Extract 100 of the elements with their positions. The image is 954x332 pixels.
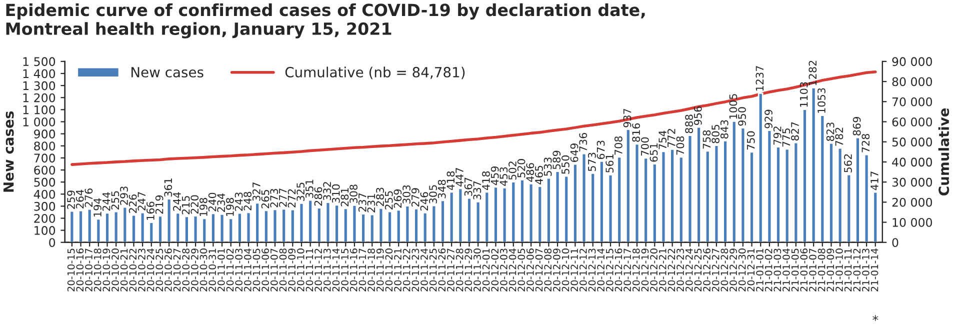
bar	[352, 204, 358, 242]
bar	[290, 208, 296, 242]
bar	[272, 208, 278, 242]
data-label: 827	[791, 122, 799, 141]
bar	[131, 214, 136, 242]
bar	[246, 212, 252, 242]
data-label: 1237	[756, 66, 764, 91]
data-label: 246	[420, 192, 428, 211]
data-label: 651	[650, 144, 658, 162]
data-label: 1005	[729, 94, 738, 119]
data-label: 194	[94, 198, 102, 216]
x-tick-label: 21-01-06	[800, 248, 808, 292]
data-label: 805	[712, 124, 720, 144]
x-tick-label: 21-01-07	[809, 248, 816, 292]
y-tick-label: 100	[34, 226, 56, 235]
bar	[158, 215, 163, 242]
bar	[140, 212, 146, 242]
x-tick-label: 20-12-29	[730, 248, 737, 292]
data-label: 272	[288, 189, 296, 208]
x-tick-label: 20-12-02	[491, 248, 499, 292]
data-label: 348	[438, 180, 446, 198]
bar	[590, 172, 596, 242]
x-tick-label: 20-12-17	[624, 248, 631, 292]
data-label: 750	[746, 131, 755, 150]
data-label: 736	[579, 132, 588, 152]
data-label: 533	[544, 158, 552, 176]
data-label: 465	[535, 166, 543, 184]
bar	[431, 204, 437, 242]
bar	[219, 213, 225, 242]
x-tick-label: 20-11-08	[279, 248, 287, 292]
x-tick-label: 20-11-20	[385, 248, 393, 292]
data-label: 332	[323, 182, 332, 200]
y2-tick-label: 10 000	[892, 218, 932, 227]
bar	[466, 197, 472, 242]
data-label: 792	[773, 126, 782, 145]
bar	[202, 218, 208, 242]
bar	[599, 160, 604, 242]
bar	[678, 156, 684, 242]
bar	[298, 202, 304, 242]
x-tick-label: 20-12-07	[535, 248, 543, 292]
x-tick-label: 21-01-03	[774, 248, 782, 292]
x-tick-label: 21-01-01	[756, 248, 764, 292]
bar	[616, 156, 622, 242]
data-label: 220	[190, 195, 199, 214]
bar	[846, 174, 852, 242]
bar	[766, 130, 772, 242]
y-tick-label: 300	[34, 202, 56, 211]
y-tick-label: 1 100	[23, 105, 56, 114]
data-label: 325	[296, 182, 305, 201]
bar	[113, 210, 119, 242]
data-label: 816	[632, 123, 640, 142]
y2-tick-label: 50 000	[892, 138, 932, 146]
x-tick-label: 20-11-23	[412, 248, 420, 292]
data-label: 775	[782, 128, 790, 147]
x-tick-label: 20-12-23	[676, 248, 684, 292]
data-label: 166	[146, 202, 154, 220]
x-tick-label: 21-01-09	[826, 248, 834, 292]
bar	[422, 212, 428, 242]
x-tick-label: 20-12-15	[606, 248, 614, 292]
x-tick-label: 20-10-18	[94, 248, 102, 292]
bar	[520, 178, 525, 242]
data-label: 337	[473, 181, 482, 200]
bar	[776, 146, 781, 242]
x-tick-label: 20-10-28	[182, 248, 190, 292]
data-label: 286	[314, 187, 322, 206]
y2-axis-title: Cumulative	[938, 108, 950, 196]
y-tick-label: 0	[49, 238, 56, 248]
bar	[793, 142, 799, 242]
bar	[484, 191, 490, 242]
data-label: 459	[490, 166, 499, 186]
bar	[378, 208, 384, 242]
data-label: 273	[270, 188, 278, 208]
data-label: 219	[155, 195, 164, 214]
data-label: 708	[676, 136, 684, 155]
data-label: 351	[305, 180, 314, 198]
data-label: 673	[596, 140, 605, 160]
data-label: 823	[826, 122, 834, 141]
y-tick-label: 500	[34, 178, 56, 187]
x-tick-label: 20-11-05	[252, 248, 260, 292]
x-tick-label: 20-12-31	[747, 248, 755, 292]
data-label: 758	[702, 130, 711, 149]
data-label: 728	[862, 134, 870, 152]
x-tick-label: 20-10-25	[156, 248, 164, 292]
bar	[749, 151, 754, 242]
x-tick-label: 21-01-08	[818, 248, 826, 292]
x-tick-label: 20-12-28	[720, 248, 728, 292]
bar	[784, 148, 790, 242]
x-tick-label: 20-12-25	[694, 248, 702, 292]
x-tick-label: 20-12-14	[597, 248, 605, 292]
bar	[722, 140, 728, 242]
data-label: 418	[482, 171, 490, 190]
data-label: 1103	[800, 82, 808, 107]
y-tick-label: 900	[34, 130, 56, 138]
x-tick-label: 20-12-10	[562, 248, 570, 292]
data-label: 453	[500, 167, 508, 186]
x-tick-label: 21-01-11	[844, 248, 852, 292]
y-tick-label: 200	[34, 214, 56, 223]
data-label: 269	[394, 189, 402, 208]
x-tick-label: 20-11-14	[332, 248, 340, 292]
data-label: 367	[464, 178, 472, 196]
